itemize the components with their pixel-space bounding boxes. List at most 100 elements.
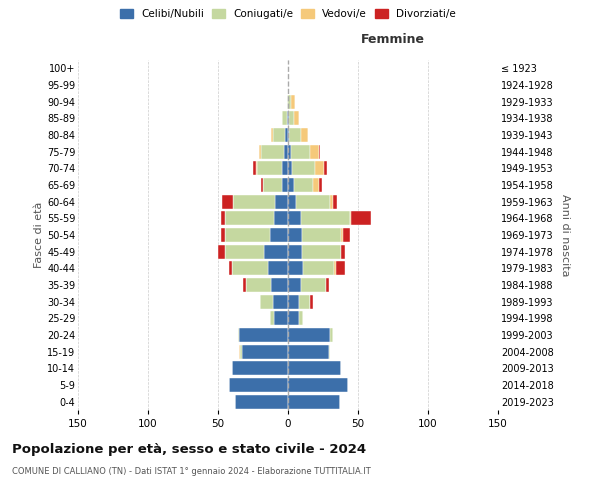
Bar xyxy=(288,294,299,308)
Bar xyxy=(263,178,283,192)
Bar xyxy=(291,144,310,159)
Bar xyxy=(222,194,233,209)
Bar xyxy=(232,361,288,376)
Bar xyxy=(288,278,301,292)
Bar xyxy=(299,311,304,326)
Bar xyxy=(341,228,343,242)
Bar xyxy=(288,128,289,142)
Bar xyxy=(288,328,330,342)
Bar xyxy=(272,128,285,142)
Bar xyxy=(289,128,301,142)
Bar xyxy=(288,112,289,126)
Bar xyxy=(292,162,314,175)
Bar xyxy=(288,361,341,376)
Bar xyxy=(225,228,270,242)
Bar xyxy=(221,211,225,226)
Bar xyxy=(272,294,288,308)
Bar xyxy=(350,211,351,226)
Bar xyxy=(289,112,293,126)
Bar xyxy=(270,311,274,326)
Legend: Celibi/Nubili, Coniugati/e, Vedovi/e, Divorziati/e: Celibi/Nubili, Coniugati/e, Vedovi/e, Di… xyxy=(117,6,459,22)
Bar xyxy=(241,344,242,359)
Bar xyxy=(288,211,301,226)
Bar xyxy=(288,244,302,259)
Bar xyxy=(288,94,291,109)
Bar xyxy=(225,211,274,226)
Bar xyxy=(242,344,288,359)
Bar xyxy=(283,112,287,126)
Bar xyxy=(271,278,288,292)
Bar xyxy=(334,261,335,276)
Bar xyxy=(243,278,246,292)
Bar xyxy=(283,178,288,192)
Bar xyxy=(287,112,288,126)
Bar xyxy=(288,144,291,159)
Bar xyxy=(314,162,325,175)
Bar xyxy=(330,328,333,342)
Bar xyxy=(293,178,313,192)
Bar xyxy=(235,394,288,409)
Bar xyxy=(260,294,272,308)
Y-axis label: Anni di nascita: Anni di nascita xyxy=(560,194,571,276)
Bar xyxy=(233,194,275,209)
Bar xyxy=(293,112,299,126)
Bar xyxy=(288,378,348,392)
Bar xyxy=(284,144,288,159)
Bar xyxy=(302,228,341,242)
Bar xyxy=(310,294,313,308)
Bar xyxy=(319,178,322,192)
Bar xyxy=(238,328,239,342)
Bar xyxy=(301,128,308,142)
Bar xyxy=(343,228,350,242)
Bar xyxy=(310,144,319,159)
Bar xyxy=(288,194,296,209)
Bar xyxy=(301,211,350,226)
Bar xyxy=(274,311,288,326)
Bar xyxy=(319,144,320,159)
Bar xyxy=(301,278,326,292)
Text: Popolazione per età, sesso e stato civile - 2024: Popolazione per età, sesso e stato civil… xyxy=(12,442,366,456)
Bar xyxy=(341,244,346,259)
Bar xyxy=(335,261,346,276)
Bar xyxy=(232,261,268,276)
Bar xyxy=(304,261,334,276)
Bar xyxy=(299,294,310,308)
Bar xyxy=(275,194,288,209)
Bar xyxy=(246,278,271,292)
Bar xyxy=(270,228,288,242)
Bar xyxy=(283,162,288,175)
Bar xyxy=(221,228,225,242)
Bar xyxy=(253,162,256,175)
Bar xyxy=(330,194,333,209)
Bar xyxy=(229,261,232,276)
Bar xyxy=(264,244,288,259)
Bar xyxy=(225,244,264,259)
Y-axis label: Fasce di età: Fasce di età xyxy=(34,202,44,268)
Bar xyxy=(288,178,293,192)
Bar xyxy=(329,344,330,359)
Bar xyxy=(325,162,327,175)
Bar xyxy=(262,178,263,192)
Bar xyxy=(239,344,241,359)
Bar xyxy=(257,162,283,175)
Bar xyxy=(296,194,330,209)
Bar xyxy=(259,144,262,159)
Bar xyxy=(288,344,329,359)
Text: Femmine: Femmine xyxy=(361,33,425,46)
Bar xyxy=(288,228,302,242)
Bar xyxy=(268,261,288,276)
Bar xyxy=(229,378,288,392)
Bar xyxy=(302,244,341,259)
Bar xyxy=(288,261,304,276)
Bar xyxy=(271,128,272,142)
Bar xyxy=(285,128,288,142)
Bar xyxy=(288,162,292,175)
Bar xyxy=(288,394,340,409)
Bar xyxy=(313,178,319,192)
Bar xyxy=(262,144,284,159)
Bar xyxy=(333,194,337,209)
Bar xyxy=(291,94,295,109)
Bar xyxy=(239,328,288,342)
Bar xyxy=(288,311,299,326)
Bar xyxy=(256,162,257,175)
